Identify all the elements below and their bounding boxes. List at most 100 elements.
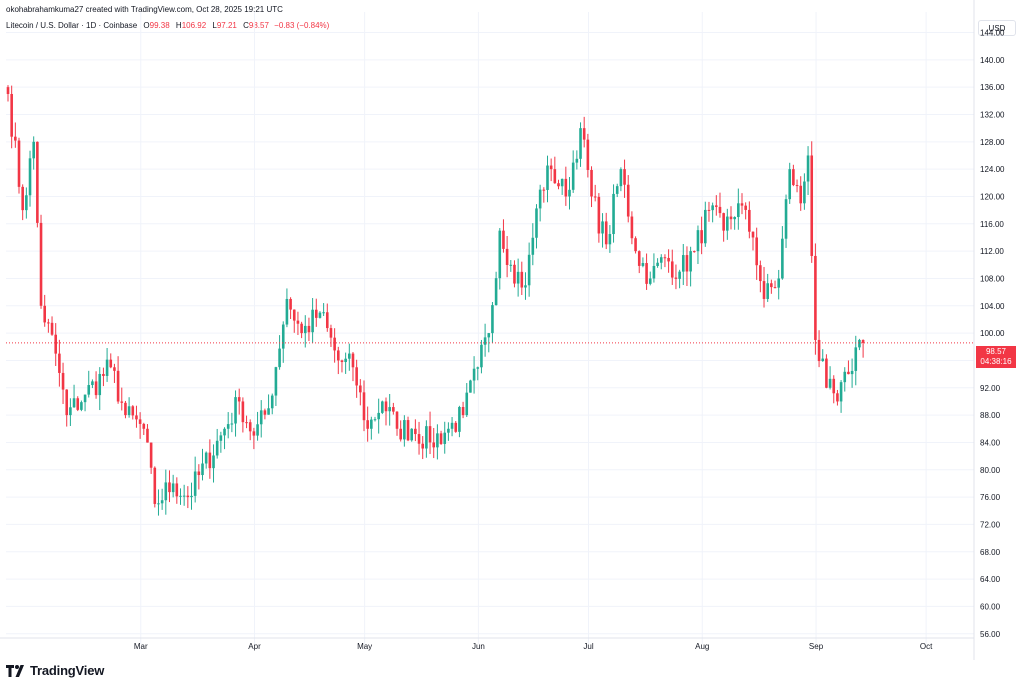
candle-body [186,495,190,498]
candle-body [197,471,201,476]
candle-body [384,401,388,412]
candle-body [659,257,663,263]
candle-body [421,443,425,449]
y-tick-label: 116.00 [980,220,1004,229]
candle-body [696,230,700,252]
symbol-description[interactable]: Litecoin / U.S. Dollar · 1D · Coinbase [6,21,138,30]
candle-body [116,370,120,402]
candle-body [215,440,219,456]
open-label: O [143,21,150,30]
candle-body [810,155,814,256]
candle-body [219,435,223,441]
candle-body [784,199,788,239]
candle-body [502,230,505,249]
candle-body [285,298,289,325]
candle-body [461,407,465,416]
candle-body [847,371,850,375]
candle-body [799,185,803,204]
y-tick-label: 56.00 [980,630,1001,639]
candle-body [759,265,762,282]
candle-body [87,385,91,395]
candle-body [50,322,54,335]
candle-body [623,169,626,185]
candle-body [256,424,259,436]
candle-body [454,422,458,432]
candle-body [241,401,245,423]
low-label: L [212,21,217,30]
currency-selector[interactable]: USD [978,20,1016,36]
candle-body [278,348,281,368]
candle-body [113,367,116,371]
y-tick-label: 140.00 [980,56,1005,65]
candle-body [443,432,447,444]
candle-body [751,231,755,238]
candle-body [311,309,314,333]
candle-body [39,222,43,306]
countdown-timer: 04:38:16 [980,357,1012,366]
candle-body [439,433,443,444]
candle-body [138,419,142,424]
last-price-value: 98.57 [985,347,1007,356]
candle-body [781,238,784,279]
tradingview-logo-icon [6,664,24,677]
candle-body [626,184,630,217]
candle-body [362,392,366,421]
candle-body [792,169,795,186]
y-tick-label: 144.00 [980,28,1005,37]
candle-body [795,185,799,187]
candle-body [447,428,450,433]
high-value: 106.92 [181,21,207,30]
candle-body [410,428,413,441]
candle-body [516,271,520,284]
candle-body [80,402,83,410]
candle-body [61,372,65,390]
candle-body [861,339,865,343]
candle-body [36,141,39,223]
candle-body [729,216,733,220]
tradingview-logo[interactable]: TradingView [6,663,104,678]
candle-body [47,322,50,324]
candle-body [825,358,828,388]
y-tick-label: 112.00 [980,247,1004,256]
candle-body [91,381,94,386]
x-tick-label: Oct [920,642,933,651]
candle-body [538,189,542,209]
candle-body [509,264,513,266]
candle-body [718,206,722,214]
candle-body [582,128,586,140]
candle-body [223,428,226,436]
y-tick-label: 136.00 [980,83,1005,92]
tradingview-logo-text: TradingView [30,663,105,678]
candle-body [131,406,135,416]
candle-body [32,141,35,159]
candle-body [568,189,571,197]
candle-body [546,165,549,190]
candle-body [806,155,810,182]
candle-body [858,339,861,348]
candle-body [373,419,377,421]
candle-body [828,378,832,388]
candle-body [494,278,498,306]
candle-body [656,262,659,266]
candle-body [14,136,17,141]
candle-body [124,402,127,416]
candle-body [817,339,821,362]
candle-body [175,483,179,497]
low-value: 97.21 [216,21,237,30]
candle-body [351,353,355,368]
candle-body [190,495,193,498]
candle-body [560,178,564,187]
candle-body [359,385,362,393]
candle-body [314,309,318,318]
candle-body [230,423,234,425]
candle-body [406,420,410,441]
candle-body [748,209,751,232]
candle-body [237,397,241,402]
candle-body [94,381,98,396]
candle-body [432,442,436,448]
candle-body [160,500,164,504]
candle-body [182,495,186,497]
candle-body [263,410,267,415]
x-tick-label: Jun [472,642,485,651]
